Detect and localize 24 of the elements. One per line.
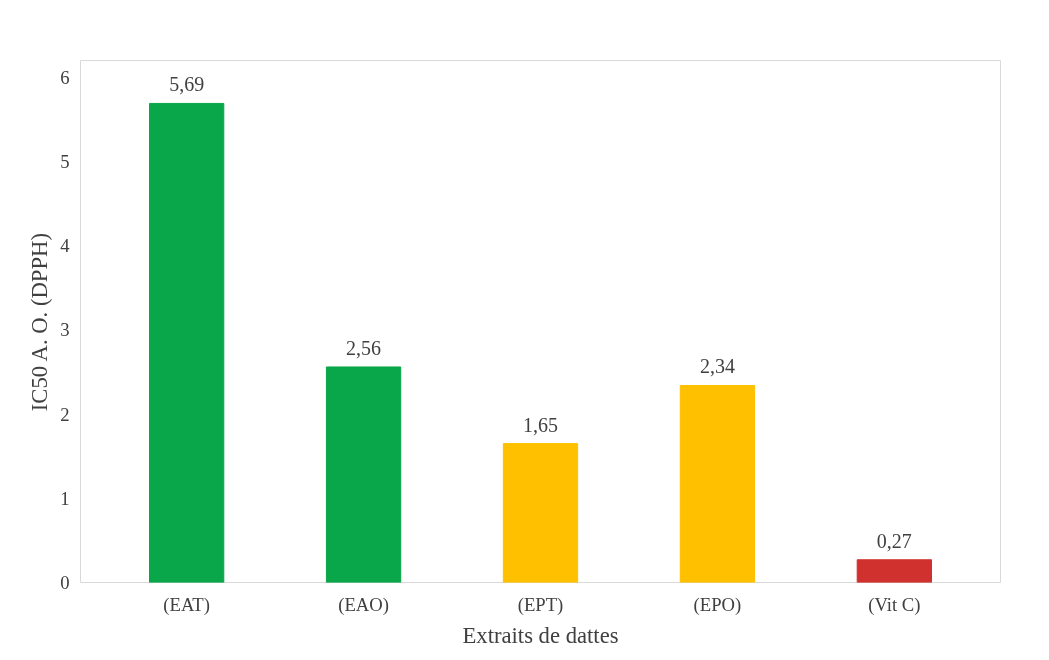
x-tick-label: (Vit C): [868, 593, 921, 616]
bar: [679, 384, 756, 583]
bar: [149, 102, 225, 583]
data-label: 5,69: [169, 73, 205, 96]
y-tick-label: 4: [60, 235, 71, 257]
bar: [502, 443, 579, 583]
data-label: 2,56: [346, 336, 382, 359]
x-axis-title: Extraits de dattes: [462, 622, 619, 648]
x-tick-label: (EPT): [517, 593, 564, 616]
bar: [325, 366, 402, 583]
x-tick-label: (EPO): [693, 593, 742, 616]
data-label: 0,27: [876, 529, 912, 552]
data-label: 1,65: [523, 413, 558, 436]
x-tick-label: (EAO): [338, 593, 389, 616]
y-tick-label: 2: [60, 403, 70, 425]
y-tick-label: 1: [60, 487, 70, 509]
bar: [856, 559, 932, 583]
data-label: 2,34: [699, 355, 735, 378]
y-tick-label: 6: [60, 66, 70, 88]
x-tick-label: (EAT): [163, 593, 210, 616]
y-tick-label: 0: [60, 572, 70, 593]
y-axis-title: IC50 A. O. (DPPH): [27, 233, 53, 412]
y-tick-label: 3: [60, 319, 70, 341]
y-tick-label: 5: [60, 151, 70, 173]
